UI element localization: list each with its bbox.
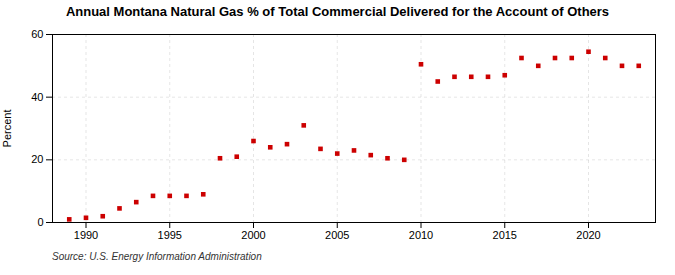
svg-text:1990: 1990 bbox=[74, 229, 98, 241]
svg-text:60: 60 bbox=[31, 28, 43, 40]
svg-text:2000: 2000 bbox=[241, 229, 265, 241]
svg-text:20: 20 bbox=[31, 153, 43, 165]
svg-text:2015: 2015 bbox=[493, 229, 517, 241]
svg-text:2020: 2020 bbox=[576, 229, 600, 241]
svg-text:2005: 2005 bbox=[325, 229, 349, 241]
html-text:Source: U.S. Energy Informatio: Source: U.S. Energy Information Administ… bbox=[52, 251, 262, 262]
svg-text:1995: 1995 bbox=[158, 229, 182, 241]
svg-text:2010: 2010 bbox=[409, 229, 433, 241]
svg-text:40: 40 bbox=[31, 91, 43, 103]
svg-text:0: 0 bbox=[37, 216, 43, 228]
svg-text:Percent: Percent bbox=[1, 110, 13, 148]
html-text:Annual Montana Natural Gas % o: Annual Montana Natural Gas % of Total Co… bbox=[65, 4, 610, 19]
